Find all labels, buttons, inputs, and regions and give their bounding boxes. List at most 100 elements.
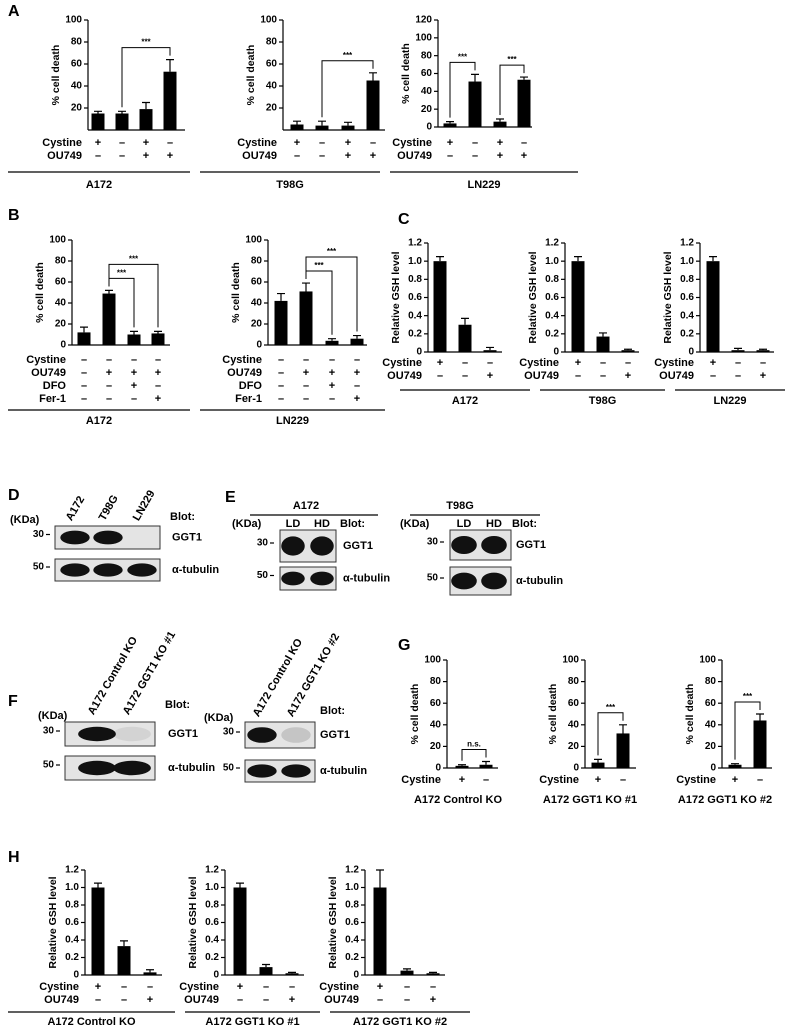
marker-label: 50 [257, 570, 269, 581]
y-tick-label: 80 [71, 37, 83, 48]
kda-label: (KDa) [232, 518, 262, 530]
group-label: A172 [452, 395, 478, 407]
blot-label: Blot: [165, 699, 190, 711]
y-tick-label: 0.4 [680, 310, 694, 321]
group-label: A172 Control KO [47, 1016, 135, 1028]
y-tick-label: 20 [266, 103, 278, 114]
row-label: GGT1 [172, 531, 202, 543]
condition-name: Cystine [319, 981, 359, 993]
marker-label: 50 [427, 573, 439, 584]
blot-label: Blot: [512, 518, 537, 530]
blot-label: Blot: [340, 518, 365, 530]
error-bar [120, 940, 128, 947]
condition-sign: – [263, 994, 269, 1006]
marker-label: 30 [43, 726, 55, 737]
condition-name: Cystine [392, 137, 432, 149]
error-bar [277, 292, 285, 301]
y-tick-label: 0.6 [680, 292, 694, 303]
significance-bracket [597, 712, 624, 756]
group-label: A172 GGT1 KO #1 [543, 794, 637, 806]
y-tick-label: 0.4 [65, 935, 79, 946]
bar [233, 887, 247, 975]
marker-label: 30 [427, 537, 439, 548]
error-bar [302, 282, 310, 292]
y-tick-label: 80 [568, 676, 580, 687]
error-bar [142, 101, 150, 110]
y-tick-label: 0 [256, 340, 262, 351]
condition-sign: – [404, 981, 410, 993]
band [78, 726, 116, 742]
bar [468, 81, 482, 127]
condition-sign: – [447, 150, 453, 162]
error-bar [94, 110, 102, 114]
condition-sign: – [319, 150, 325, 162]
significance-label: *** [129, 255, 139, 264]
significance-label: *** [117, 269, 127, 278]
condition-sign: – [319, 137, 325, 149]
condition-sign: + [345, 137, 351, 149]
condition-sign: + [760, 370, 766, 382]
y-tick-label: 0.2 [408, 328, 422, 339]
error-bar [482, 760, 490, 765]
row-label: α-tubulin [343, 572, 390, 584]
condition-sign: + [459, 774, 465, 786]
error-bar [130, 330, 138, 335]
group-label: LN229 [713, 395, 746, 407]
condition-name: OU749 [184, 994, 219, 1006]
condition-name: Cystine [222, 354, 262, 366]
band [93, 563, 123, 577]
y-tick-label: 20 [71, 103, 83, 114]
y-tick-label: 100 [49, 235, 66, 246]
condition-sign: – [119, 150, 125, 162]
y-axis-label: % cell death [547, 684, 559, 745]
condition-sign: – [131, 393, 137, 405]
bar [350, 338, 364, 345]
condition-sign: + [329, 367, 335, 379]
lane-label: HD [314, 518, 330, 530]
y-tick-label: 1.2 [545, 238, 559, 249]
significance-bracket [121, 47, 171, 108]
error-bar [118, 110, 126, 114]
condition-sign: + [430, 994, 436, 1006]
condition-sign: + [521, 150, 527, 162]
condition-sign: – [155, 354, 161, 366]
condition-sign: + [447, 137, 453, 149]
y-tick-label: 20 [568, 741, 580, 752]
group-label: A172 [86, 179, 112, 191]
marker-label: 30 [223, 727, 235, 738]
lane-label: A172 [64, 494, 88, 523]
bar [290, 124, 304, 130]
error-bar [619, 724, 627, 734]
y-tick-label: 0.4 [408, 310, 422, 321]
bar [706, 261, 720, 352]
condition-sign: – [121, 994, 127, 1006]
y-tick-label: 1.0 [65, 882, 79, 893]
condition-sign: – [472, 150, 478, 162]
y-tick-label: 0 [553, 347, 559, 358]
condition-name: OU749 [44, 994, 79, 1006]
y-axis-label: Relative GSH level [390, 251, 402, 343]
significance-label: *** [507, 55, 517, 64]
y-axis-label: Relative GSH level [187, 876, 199, 968]
band [78, 760, 116, 776]
band [247, 764, 277, 778]
condition-name: Cystine [179, 981, 219, 993]
error-bar [446, 121, 454, 124]
panel-label: F [8, 693, 18, 710]
significance-label: n.s. [467, 740, 481, 749]
y-tick-label: 0.6 [65, 917, 79, 928]
condition-sign: + [345, 150, 351, 162]
y-tick-label: 0.8 [545, 274, 559, 285]
bar [731, 350, 745, 352]
y-tick-label: 100 [562, 655, 579, 666]
y-tick-label: 0 [426, 122, 432, 133]
y-tick-label: 1.2 [345, 865, 359, 876]
row-label: GGT1 [516, 539, 546, 551]
group-label: LN229 [276, 415, 309, 427]
bar [299, 291, 313, 345]
error-bar [94, 882, 102, 888]
bar [259, 967, 273, 975]
error-bar [471, 73, 479, 82]
y-tick-label: 100 [245, 235, 262, 246]
condition-sign: – [294, 150, 300, 162]
